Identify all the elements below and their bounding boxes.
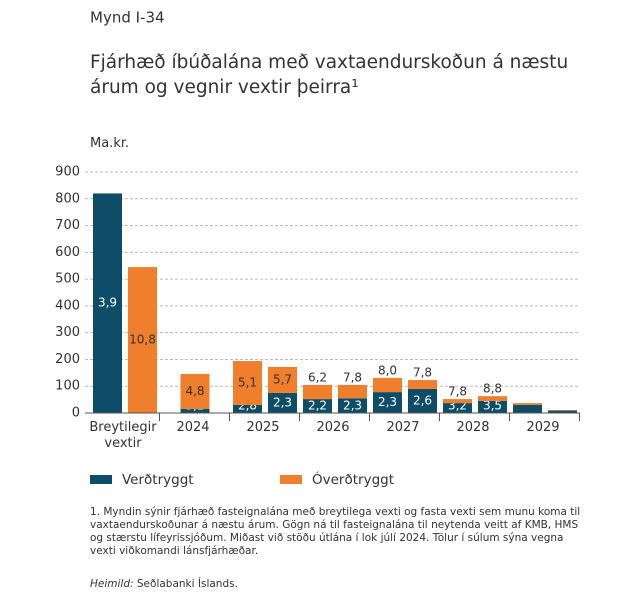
- rate-label: 6,2: [308, 370, 327, 384]
- y-axis-label: Ma.kr.: [90, 136, 130, 151]
- bar: [548, 410, 577, 411]
- y-tick-label: 500: [55, 272, 80, 287]
- bar: [443, 403, 472, 413]
- rate-label: 2,3: [378, 395, 397, 409]
- x-tick-label: 2027: [386, 420, 420, 435]
- bar: [338, 398, 367, 413]
- bar: [180, 373, 210, 409]
- x-tick-label: Breytilegir vextir: [89, 420, 157, 451]
- rate-label: 4,8: [185, 384, 204, 398]
- x-tick-label: 2024: [176, 420, 210, 435]
- bar: [93, 193, 122, 413]
- rate-label: 10,8: [129, 333, 156, 347]
- y-tick-label: 0: [72, 406, 80, 421]
- rate-label: 2,3: [273, 395, 292, 409]
- legend-label: Óverðtryggt: [312, 470, 394, 488]
- rate-label: 5,7: [273, 372, 292, 386]
- rate-label: 8,0: [378, 363, 397, 377]
- bar: [373, 377, 402, 393]
- footnote: 1. Myndin sýnir fjárhæð fasteignalána me…: [90, 506, 581, 557]
- source-text: Seðlabanki Íslands.: [136, 578, 238, 590]
- bar: [233, 404, 262, 413]
- bar: [233, 361, 262, 405]
- chart-title: Fjárhæð íbúðalána með vaxtaendurskoðun á…: [90, 52, 569, 98]
- y-tick-label: 800: [55, 191, 80, 206]
- rate-label: 5,1: [238, 376, 257, 390]
- x-tick-label: 2025: [246, 420, 280, 435]
- bar: [408, 380, 437, 389]
- bar: [408, 388, 437, 413]
- bar: [513, 403, 542, 405]
- bar: [478, 396, 507, 401]
- y-tick-label: 200: [55, 352, 80, 367]
- bar: [128, 267, 157, 413]
- rate-label: 7,8: [413, 366, 432, 380]
- y-tick-label: 900: [55, 165, 80, 180]
- source-label: Heimild:: [90, 578, 134, 590]
- bar: [548, 410, 577, 413]
- rate-label: 2,6: [413, 393, 432, 407]
- bar: [268, 392, 297, 413]
- legend-swatch: [90, 475, 112, 484]
- bar: [478, 400, 507, 413]
- bar: [303, 399, 332, 413]
- figure-label: Mynd I-34: [90, 9, 165, 27]
- y-tick-label: 300: [55, 325, 80, 340]
- legend-label: Verðtryggt: [122, 472, 194, 488]
- bar: [338, 384, 367, 399]
- y-tick-label: 100: [55, 379, 80, 394]
- source: Heimild: Seðlabanki Íslands.: [90, 578, 238, 590]
- y-tick-label: 600: [55, 245, 80, 260]
- x-tick-label: 2029: [526, 420, 560, 435]
- x-tick-label: 2026: [316, 420, 350, 435]
- x-tick-label: 2028: [456, 420, 490, 435]
- rate-label: 7,8: [343, 370, 362, 384]
- bar: [513, 404, 542, 413]
- rate-label: 8,8: [483, 382, 502, 396]
- bar: [180, 408, 210, 413]
- rate-label: 3,9: [98, 296, 117, 310]
- y-tick-label: 700: [55, 218, 80, 233]
- bar: [268, 366, 297, 393]
- rate-label: 2,2: [308, 399, 327, 413]
- legend-swatch: [280, 475, 302, 484]
- rate-label: 7,8: [448, 385, 467, 399]
- bar: [443, 399, 472, 404]
- rate-label: 2,3: [343, 399, 362, 413]
- bar: [373, 392, 402, 413]
- y-tick-label: 400: [55, 298, 80, 313]
- bar: [303, 384, 332, 400]
- rate-label: 3,5: [483, 399, 502, 413]
